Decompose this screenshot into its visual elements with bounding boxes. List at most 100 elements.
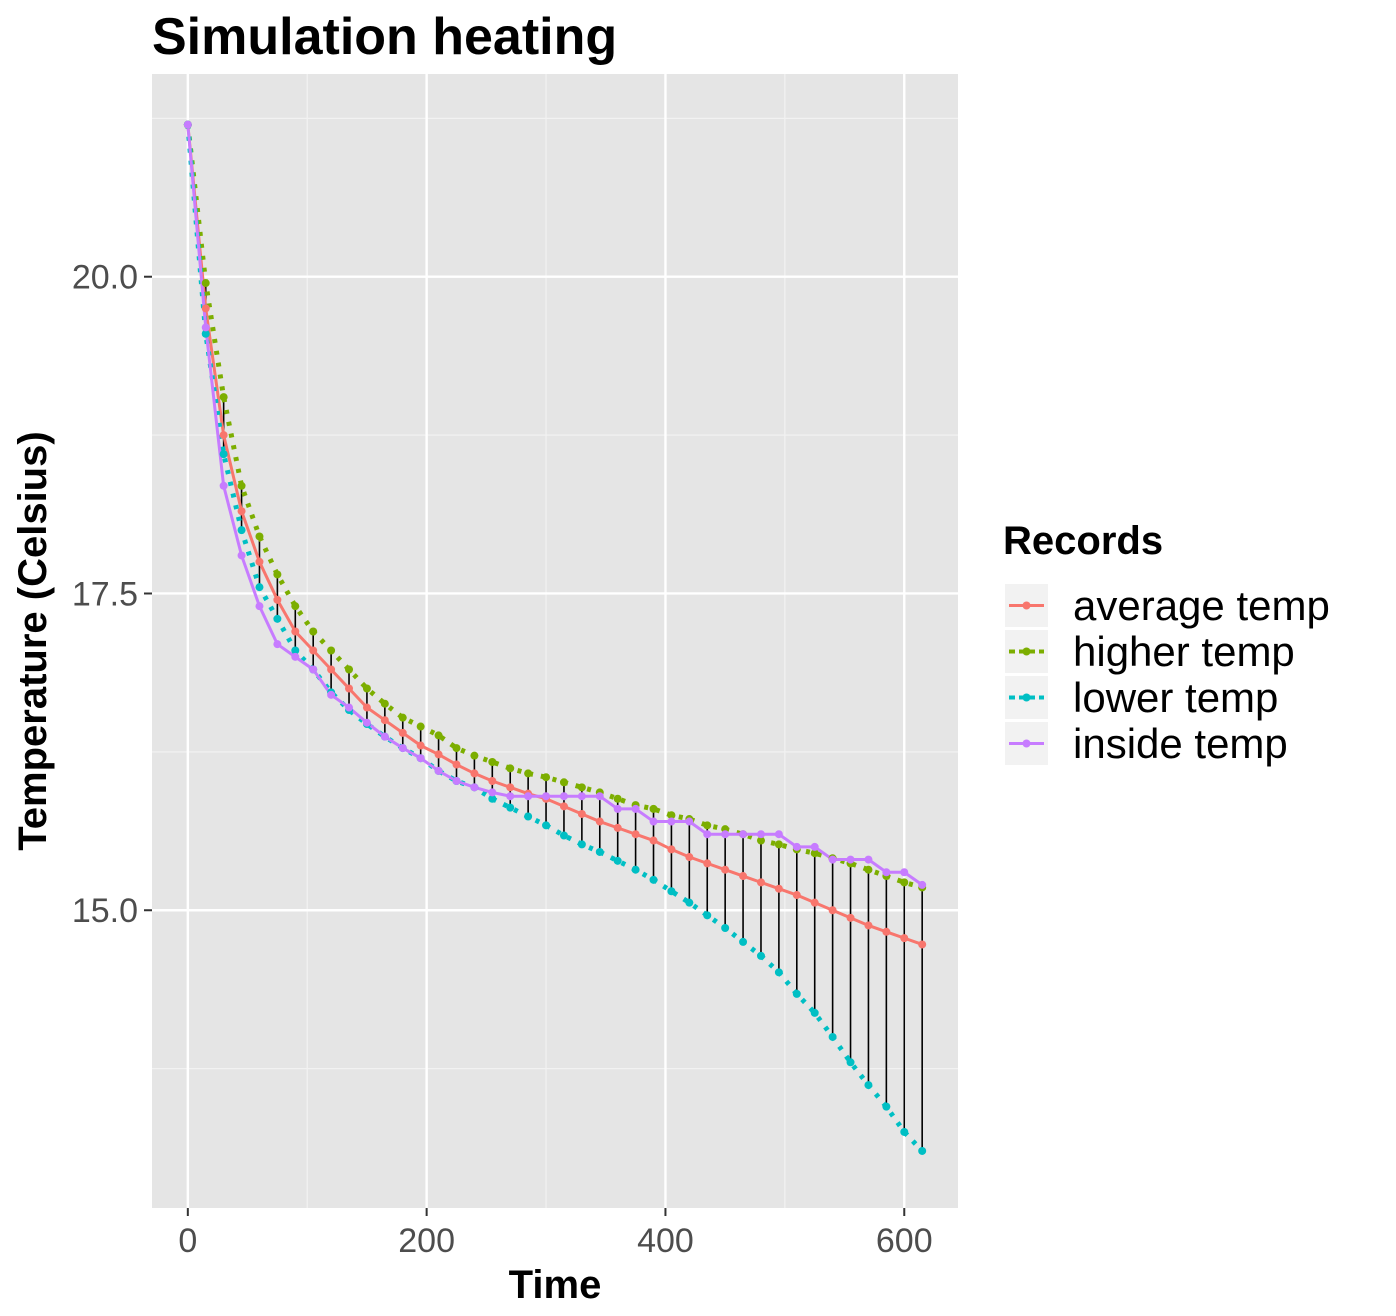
axes: 0 200 400 600 15.0 17.5 20.0 [72,259,933,1260]
point-inside-temp [828,855,837,864]
point-inside-temp [380,732,389,741]
point-lower-temp [685,898,694,907]
point-inside-temp [416,754,425,763]
point-inside-temp [201,323,210,332]
point-inside-temp [524,792,533,801]
point-average-temp [362,703,371,712]
point-higher-temp [613,794,622,803]
point-higher-temp [291,602,300,611]
point-inside-temp [470,783,479,792]
point-inside-temp [291,652,300,661]
point-inside-temp [918,880,927,889]
point-lower-temp [739,937,748,946]
point-average-temp [327,665,336,674]
point-inside-temp [685,817,694,826]
point-higher-temp [506,764,515,773]
point-average-temp [470,769,479,778]
x-tick-label: 200 [398,1222,455,1260]
point-average-temp [882,927,891,936]
point-average-temp [900,934,909,943]
y-tick-label: 20.0 [72,259,138,297]
point-inside-temp [559,792,568,801]
point-average-temp [918,940,927,949]
legend-title: Records [1003,519,1163,563]
point-inside-temp [488,788,497,797]
point-average-temp [792,891,801,900]
point-average-temp [828,906,837,915]
point-inside-temp [810,842,819,851]
x-tick-label: 400 [637,1222,694,1260]
point-average-temp [756,878,765,887]
point-average-temp [398,728,407,737]
legend-label-average-temp: average temp [1073,582,1330,629]
legend-point-inside-temp [1022,739,1031,748]
point-average-temp [649,836,658,845]
point-inside-temp [774,830,783,839]
point-average-temp [559,802,568,811]
x-tick-label: 0 [178,1222,197,1260]
point-lower-temp [828,1032,837,1041]
plot-panel [152,74,958,1208]
point-average-temp [810,898,819,907]
chart-title: Simulation heating [152,8,617,66]
point-higher-temp [452,744,461,753]
point-average-temp [685,853,694,862]
point-inside-temp [542,792,551,801]
x-tick-label: 600 [876,1222,933,1260]
point-average-temp [345,684,354,693]
point-lower-temp [488,794,497,803]
point-lower-temp [201,329,210,338]
point-average-temp [864,921,873,930]
point-inside-temp [667,817,676,826]
point-inside-temp [577,792,586,801]
point-inside-temp [649,817,658,826]
point-inside-temp [434,766,443,775]
point-lower-temp [649,875,658,884]
point-average-temp [219,431,228,440]
point-higher-temp [434,731,443,740]
point-higher-temp [756,836,765,845]
point-higher-temp [488,758,497,767]
point-inside-temp [452,777,461,786]
point-average-temp [309,646,318,655]
point-inside-temp [345,703,354,712]
point-higher-temp [524,769,533,778]
point-higher-temp [273,570,282,579]
point-lower-temp [882,1102,891,1111]
point-inside-temp [846,855,855,864]
point-average-temp [273,595,282,604]
point-lower-temp [721,923,730,932]
legend-point-average-temp [1022,601,1031,610]
series-line-higher-temp [185,124,923,890]
legend-label-lower-temp: lower temp [1073,674,1278,721]
point-lower-temp [918,1146,927,1155]
point-inside-temp [721,830,730,839]
point-lower-temp [255,583,264,592]
point-higher-temp [703,821,712,830]
point-average-temp [613,823,622,832]
point-lower-temp [703,911,712,920]
point-inside-temp [398,744,407,753]
point-lower-temp [577,840,586,849]
point-lower-temp [900,1127,909,1136]
point-average-temp [739,872,748,881]
point-inside-temp [900,868,909,877]
point-lower-temp [559,831,568,840]
point-inside-temp [506,792,515,801]
point-average-temp [667,845,676,854]
point-inside-temp [327,690,336,699]
point-higher-temp [309,627,318,636]
point-higher-temp [542,773,551,782]
point-inside-temp [703,830,712,839]
point-lower-temp [792,989,801,998]
point-lower-temp [846,1058,855,1067]
point-higher-temp [398,713,407,722]
point-inside-temp [237,551,246,560]
point-higher-temp [470,751,479,760]
point-inside-temp [756,830,765,839]
point-inside-temp [219,481,228,490]
point-lower-temp [631,865,640,874]
point-average-temp [774,884,783,893]
point-lower-temp [864,1081,873,1090]
